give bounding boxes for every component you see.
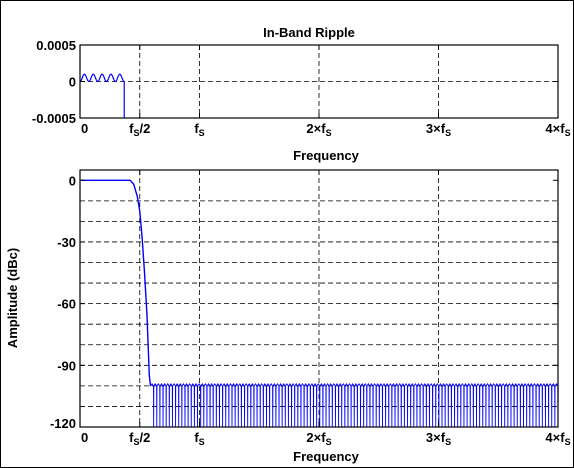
amplitude-chart-x-axis-label: Frequency (293, 449, 360, 464)
y-tick-label: -30 (57, 235, 76, 250)
ripple-chart-grid (80, 45, 558, 118)
ripple-chart-x-axis-label: Frequency (293, 148, 360, 163)
amplitude-chart: 0 -30 -60 -90 -120 0 fS/2 fS 2×fS 3×fS 4×fS Frequ… (5, 169, 571, 464)
y-tick-label: 0 (69, 173, 76, 188)
amplitude-chart-y-ticks: 0 -30 -60 -90 -120 (50, 173, 558, 431)
x-tick-label: fS/2 (129, 121, 150, 138)
x-tick-label: fS (194, 430, 204, 447)
ripple-chart: In-Band Ripple 0.0005 0 -0.0005 0 fS/2 fS 2×f… (32, 25, 571, 163)
y-tick-label: -120 (50, 416, 76, 431)
x-tick-label: 2×fS (306, 430, 331, 447)
x-tick-label: 4×fS (545, 121, 570, 138)
x-tick-label: 0 (81, 121, 88, 136)
x-tick-label: 4×fS (545, 430, 570, 447)
y-tick-label: 0 (69, 75, 76, 90)
ripple-chart-x-ticks: 0 fS/2 fS 2×fS 3×fS 4×fS (79, 45, 571, 138)
ripple-series-line (79, 73, 125, 118)
ripple-chart-series (79, 73, 125, 118)
y-tick-label: -60 (57, 297, 76, 312)
x-tick-label: 2×fS (306, 121, 331, 138)
x-tick-label: 3×fS (426, 430, 451, 447)
x-tick-label: fS/2 (129, 430, 150, 447)
amplitude-chart-x-ticks: 0 fS/2 fS 2×fS 3×fS 4×fS (79, 170, 571, 447)
y-tick-label: 0.0005 (36, 38, 76, 53)
x-tick-label: fS (194, 121, 204, 138)
amplitude-series-passband (80, 179, 152, 386)
amplitude-chart-y-axis-label: Amplitude (dBc) (5, 248, 20, 348)
x-tick-label: 0 (81, 430, 88, 445)
ripple-chart-title: In-Band Ripple (263, 25, 355, 40)
y-tick-label: -90 (57, 358, 76, 373)
x-tick-label: 3×fS (426, 121, 451, 138)
y-tick-label: -0.0005 (32, 111, 76, 126)
ripple-chart-y-ticks: 0.0005 0 -0.0005 (32, 38, 558, 126)
